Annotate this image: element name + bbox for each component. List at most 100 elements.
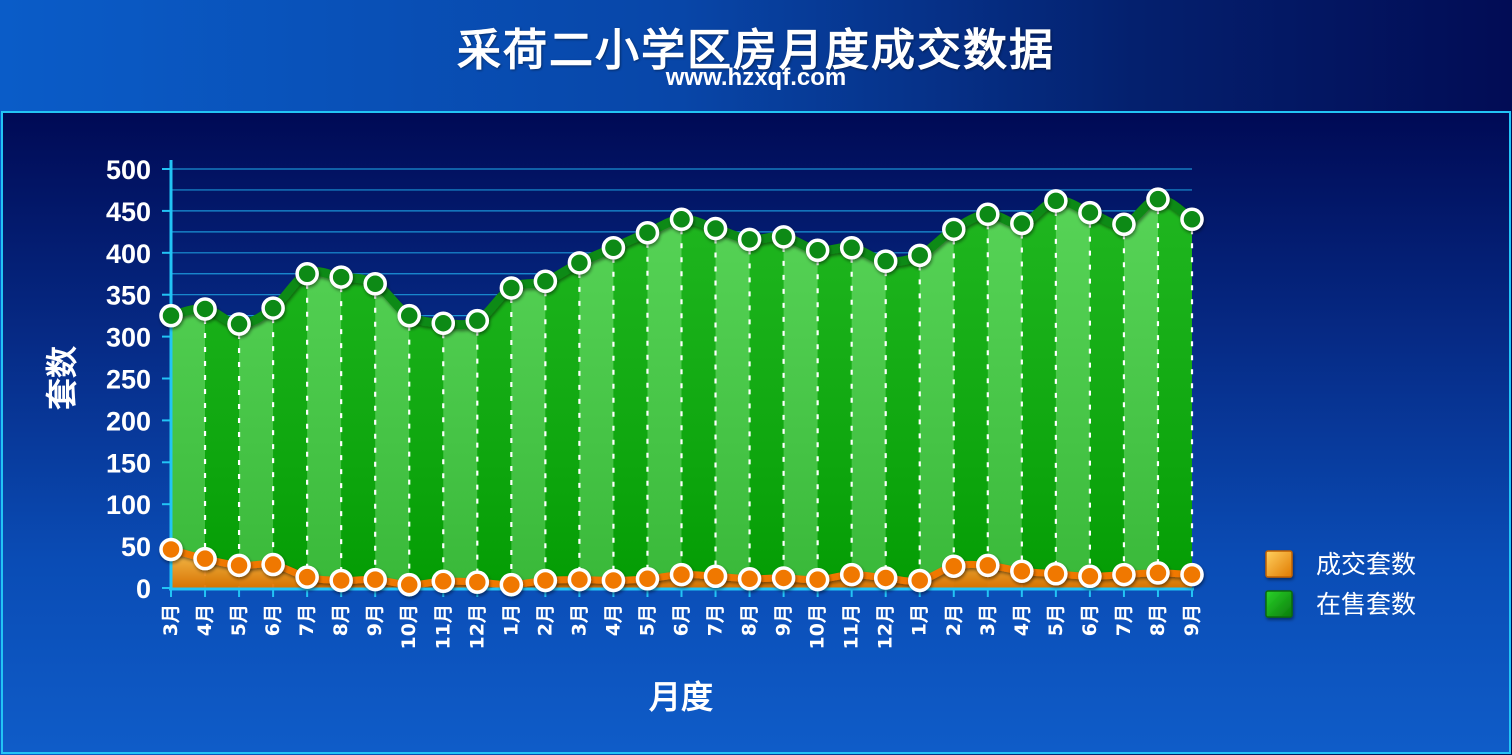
for-sale-point [363, 272, 387, 296]
sold-point [703, 564, 728, 589]
sold-point [499, 572, 524, 597]
sold-point [805, 567, 830, 592]
markers [159, 187, 1204, 597]
y-tick-label: 0 [136, 574, 151, 604]
sold-point [1112, 562, 1136, 587]
x-tick-label: 5月 [228, 604, 250, 636]
x-tick-label: 12月 [875, 604, 897, 649]
y-tick-label: 350 [106, 281, 151, 311]
for-sale-point [397, 303, 421, 328]
sold-point [295, 565, 319, 589]
x-tick-label: 9月 [364, 604, 386, 636]
sold-point [193, 546, 217, 571]
legend-label-for-sale: 在售套数 [1316, 590, 1416, 619]
x-tick-label: 8月 [1147, 604, 1169, 636]
y-axis-title: 套数 [43, 345, 81, 410]
sold-point [159, 537, 183, 562]
for-sale-point [261, 296, 285, 320]
sold-point [261, 552, 285, 577]
for-sale-point [635, 220, 660, 245]
sold-point [635, 567, 660, 591]
for-sale-point [703, 216, 728, 241]
for-sale-point [669, 207, 694, 232]
x-tick-label: 9月 [1181, 604, 1203, 636]
for-sale-point [771, 225, 796, 249]
sold-point [363, 567, 387, 592]
sold-point [771, 566, 796, 590]
y-tick-label: 150 [106, 448, 151, 478]
for-sale-point [942, 217, 966, 242]
x-tick-label: 2月 [534, 604, 556, 636]
x-tick-label: 7月 [705, 604, 727, 636]
for-sale-point [873, 249, 898, 273]
sold-point [976, 553, 1000, 578]
x-tick-label: 7月 [1113, 604, 1135, 636]
for-sale-point [1112, 212, 1136, 237]
sold-point [1146, 561, 1170, 585]
for-sale-point [227, 312, 251, 336]
for-sale-point [907, 243, 932, 268]
y-tick-label: 400 [106, 239, 151, 269]
tick-labels: 0 50 100 150 200 250 300 350 400 450 500 3月 4月 5月 6月 7月… [43, 155, 1203, 716]
y-tick-label: 300 [106, 323, 151, 353]
sold-point [737, 567, 762, 591]
for-sale-point [1044, 189, 1068, 213]
x-tick-label: 2月 [943, 604, 965, 636]
sold-point [1180, 562, 1204, 587]
x-tick-label: 8月 [330, 604, 352, 636]
sold-point [397, 572, 421, 597]
y-tick-label: 450 [106, 197, 151, 227]
for-sale-point [737, 227, 762, 252]
sold-point [1010, 559, 1034, 583]
x-tick-label: 6月 [671, 604, 693, 636]
for-sale-point [465, 308, 490, 333]
for-sale-point [1180, 207, 1204, 232]
x-tick-label: 10月 [398, 604, 420, 649]
for-sale-point [805, 238, 830, 263]
sold-point [1078, 564, 1102, 589]
sold-point [942, 554, 966, 578]
sold-point [839, 562, 864, 587]
x-tick-label: 5月 [1045, 604, 1067, 636]
for-sale-point [499, 276, 524, 300]
y-tick-label: 50 [121, 532, 151, 562]
x-tick-label: 11月 [841, 604, 863, 649]
for-sale-point [431, 311, 456, 335]
legend-label-sold: 成交套数 [1316, 550, 1416, 579]
x-tick-label: 3月 [568, 604, 590, 636]
for-sale-point [567, 251, 592, 275]
sold-point [567, 567, 592, 592]
y-tick-label: 200 [106, 406, 151, 436]
sold-area [171, 549, 1192, 588]
y-tick-label: 500 [106, 155, 151, 185]
sold-point [431, 569, 456, 594]
x-tick-label: 1月 [500, 604, 522, 636]
for-sale-point [1010, 211, 1034, 236]
x-tick-label: 3月 [977, 604, 999, 636]
y-tick-label: 250 [106, 365, 151, 395]
x-tick-label: 8月 [739, 604, 761, 636]
x-tick-label: 4月 [1011, 604, 1033, 636]
sold-point [533, 568, 558, 593]
for-sale-point [329, 265, 353, 289]
sold-point [465, 570, 490, 594]
x-tick-label: 4月 [602, 604, 624, 636]
x-tick-label: 6月 [1079, 604, 1101, 636]
for-sale-point [976, 202, 1000, 227]
for-sale-point [193, 297, 217, 321]
sold-point [329, 568, 353, 593]
x-axis-title: 月度 [649, 678, 713, 716]
chart-title: 采荷二小学区房月度成交数据 [457, 25, 1055, 76]
x-tick-label: 1月 [909, 604, 931, 636]
for-sale-point [1078, 200, 1102, 225]
for-sale-point [1146, 187, 1170, 211]
x-tick-label: 5月 [636, 604, 658, 636]
x-tick-label: 12月 [466, 604, 488, 649]
for-sale-point [533, 269, 558, 294]
x-tick-label: 7月 [296, 604, 318, 636]
x-tick-label: 6月 [262, 604, 284, 636]
for-sale-point [601, 236, 626, 260]
x-tick-label: 4月 [194, 604, 216, 636]
